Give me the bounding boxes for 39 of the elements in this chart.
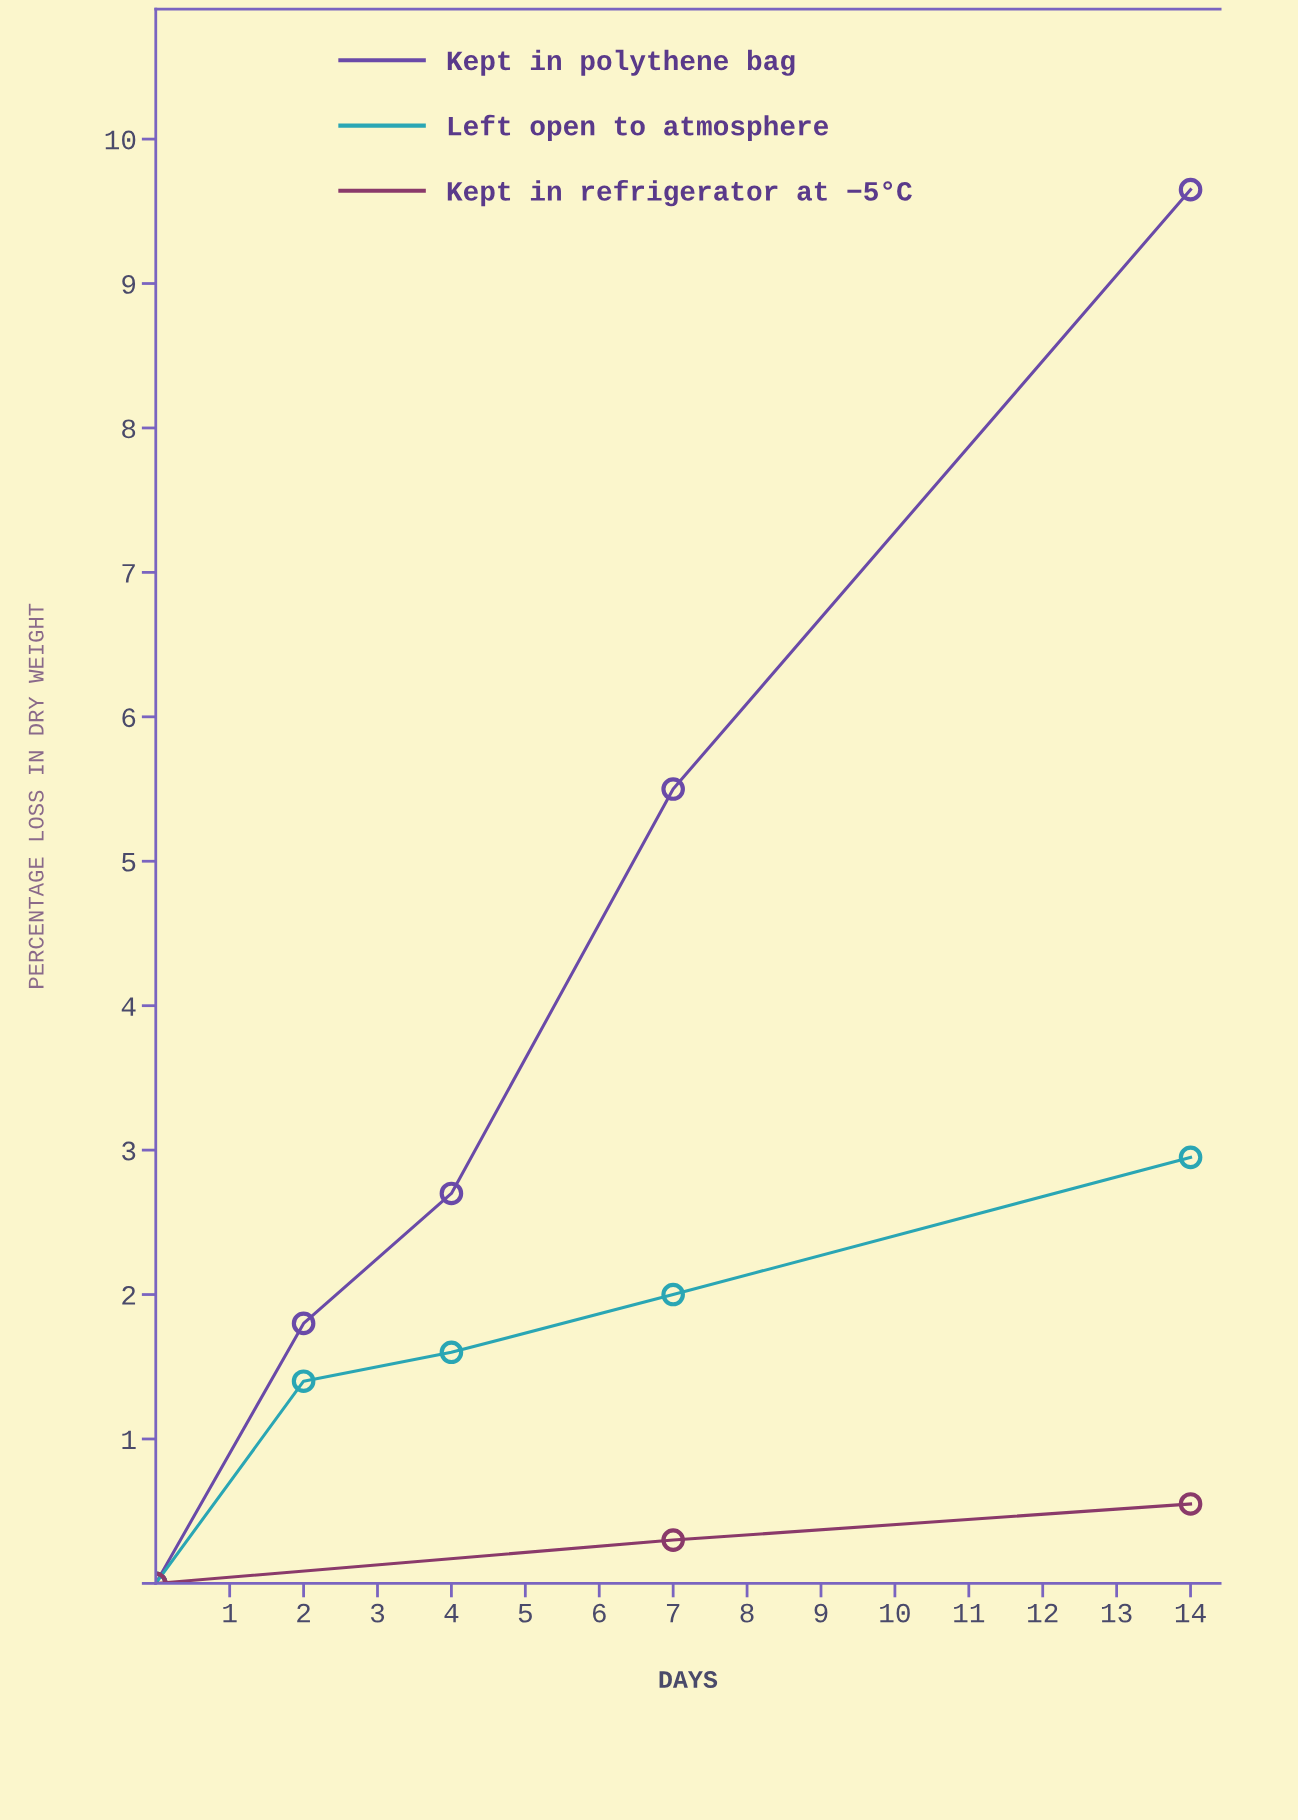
x-tick-label: 4	[444, 1603, 459, 1623]
x-tick-label: 1	[223, 1603, 237, 1623]
y-tick-label: 10	[105, 130, 136, 150]
x-tick-label: 7	[666, 1603, 680, 1623]
x-tick-label: 8	[740, 1603, 754, 1623]
x-axis-title: DAYS	[659, 1671, 718, 1689]
legend-label: Left open to atmosphere	[448, 114, 829, 142]
y-tick-label: 9	[122, 275, 136, 294]
point	[439, 1181, 464, 1206]
x-tick-label: 3	[370, 1603, 385, 1623]
x-tick-label: 14	[1175, 1603, 1206, 1623]
x-tick-label: 9	[814, 1603, 828, 1623]
y-tick-label: 5	[122, 853, 136, 872]
point	[1178, 1145, 1203, 1170]
y-axis-title: PERCENTAGE LOSS IN DRY WEIGHT	[28, 603, 44, 988]
y-tick-label: 4	[121, 997, 136, 1016]
x-tick-label: 2	[297, 1603, 310, 1623]
y-tick-label: 7	[122, 564, 135, 583]
y-tick-label: 2	[122, 1286, 136, 1305]
point	[1178, 177, 1203, 202]
legend-label: Kept in polythene bag	[447, 49, 795, 76]
point	[661, 777, 685, 801]
x-tick-label: 10	[880, 1603, 910, 1623]
x-tick-label: 5	[518, 1603, 532, 1623]
point	[661, 1528, 685, 1552]
point	[439, 1340, 464, 1365]
point	[291, 1369, 316, 1394]
y-tick-label: 6	[122, 708, 136, 728]
x-tick-label: 6	[592, 1603, 606, 1623]
x-tick-label: 11	[954, 1603, 985, 1623]
x-tick-label: 13	[1101, 1603, 1132, 1623]
point	[1178, 1492, 1203, 1516]
y-tick-label: 3	[122, 1141, 136, 1161]
point	[291, 1311, 316, 1336]
x-tick-label: 12	[1028, 1603, 1058, 1623]
point	[661, 1282, 685, 1307]
legend-label: Kept in refrigerator at −5°C	[447, 179, 912, 207]
y-tick-label: 8	[122, 419, 136, 439]
y-tick-label: 1	[122, 1430, 136, 1450]
